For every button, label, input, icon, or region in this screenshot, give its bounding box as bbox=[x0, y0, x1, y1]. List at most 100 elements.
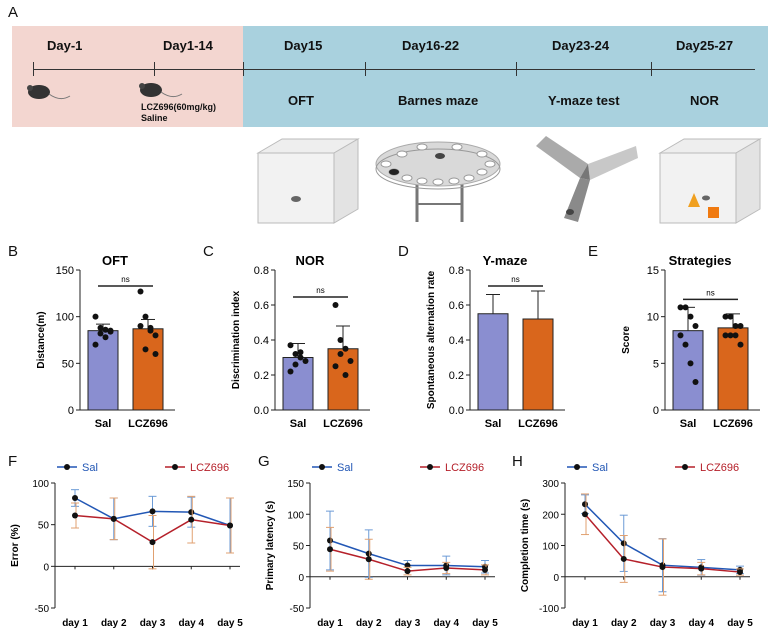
panel-label-e: E bbox=[588, 243, 599, 260]
tick bbox=[154, 62, 155, 76]
data-point bbox=[92, 341, 99, 348]
y-tick-label: -100 bbox=[539, 604, 559, 615]
y-axis-label: Discrimination index bbox=[231, 290, 242, 389]
data-point bbox=[347, 358, 354, 364]
data-point bbox=[692, 323, 699, 329]
data-point bbox=[102, 326, 109, 333]
data-point bbox=[659, 564, 666, 571]
y-maze-icon bbox=[536, 136, 638, 222]
chart-title: NOR bbox=[296, 253, 326, 268]
x-tick-label: day 5 bbox=[727, 618, 753, 629]
significance-label: ns bbox=[511, 275, 519, 284]
x-tick-label: Sal bbox=[680, 418, 697, 430]
mouse-icon bbox=[139, 83, 183, 98]
data-point bbox=[92, 313, 99, 320]
timeline-pre-bg bbox=[12, 26, 243, 127]
chart-nor: NOR Discrimination index 0.0 0.2 0.4 0.6 0.8 Sa… bbox=[231, 253, 370, 430]
data-point bbox=[188, 509, 195, 516]
y-tick-label: 0.2 bbox=[254, 370, 269, 382]
x-tick-label: day 3 bbox=[650, 618, 676, 629]
timeline-day-pre1: Day-1 bbox=[47, 38, 83, 53]
y-tick-label: -50 bbox=[290, 604, 305, 615]
panel-label-b: B bbox=[8, 243, 19, 260]
bar-lcz696 bbox=[717, 327, 749, 411]
data-point bbox=[97, 324, 104, 331]
bar-lcz696 bbox=[522, 318, 554, 411]
x-tick-label: day 3 bbox=[140, 618, 166, 629]
y-tick-label: 100 bbox=[56, 312, 74, 324]
y-axis-label: Completion time (s) bbox=[520, 499, 531, 592]
mouse-icon bbox=[27, 85, 71, 100]
data-point bbox=[97, 330, 104, 337]
bar-sal bbox=[672, 330, 704, 411]
y-tick-label: 0.2 bbox=[449, 370, 464, 382]
y-tick-label: 5 bbox=[653, 358, 659, 370]
data-point bbox=[297, 349, 304, 356]
legend-marker bbox=[574, 464, 580, 470]
bar-sal bbox=[87, 330, 119, 411]
data-point bbox=[227, 522, 233, 529]
legend-label: LCZ696 bbox=[190, 462, 229, 474]
chart-ymaze: Y-maze Spontaneous alternation rate 0.0 0.2… bbox=[426, 253, 565, 430]
panel-label-h: H bbox=[512, 453, 523, 470]
tick bbox=[243, 62, 244, 76]
y-axis-label: Spontaneous alternation rate bbox=[426, 270, 437, 409]
tick bbox=[651, 62, 652, 76]
x-tick-label: LCZ696 bbox=[518, 418, 558, 430]
x-tick-label: day 4 bbox=[433, 618, 459, 629]
tick bbox=[33, 62, 34, 76]
y-tick-label: 0.6 bbox=[254, 300, 269, 312]
data-point bbox=[687, 360, 694, 367]
chart-strategies: Strategies Score 0 5 10 15 Sal LCZ696 ns bbox=[621, 253, 760, 430]
significance-label: ns bbox=[121, 275, 129, 284]
x-tick-label: day 3 bbox=[395, 618, 421, 629]
data-point bbox=[737, 341, 744, 348]
x-tick-label: Sal bbox=[290, 418, 307, 430]
data-point bbox=[72, 495, 78, 501]
barnes-maze-icon bbox=[375, 141, 501, 222]
y-tick-label: 15 bbox=[647, 265, 659, 277]
y-axis-label: Error (%) bbox=[10, 524, 21, 567]
data-point bbox=[677, 332, 684, 339]
x-tick-label: day 2 bbox=[611, 618, 637, 629]
data-point bbox=[732, 323, 739, 329]
data-point bbox=[332, 363, 339, 370]
data-point bbox=[404, 568, 411, 575]
data-point bbox=[142, 313, 149, 320]
y-tick-label: 100 bbox=[542, 542, 559, 553]
x-tick-label: day 5 bbox=[217, 618, 243, 629]
y-tick-label: 0.8 bbox=[254, 265, 269, 277]
timeline-day-ymaze: Day23-24 bbox=[552, 38, 610, 53]
data-point bbox=[682, 304, 689, 311]
legend-marker bbox=[64, 464, 70, 470]
data-point bbox=[137, 288, 144, 295]
data-point bbox=[727, 313, 734, 320]
timeline-test-bg bbox=[243, 26, 768, 127]
legend-label: LCZ696 bbox=[700, 462, 739, 474]
y-axis-label: Primary latency (s) bbox=[265, 501, 276, 591]
legend-label: LCZ696 bbox=[445, 462, 484, 474]
chart-oft: OFT Distance(m) 0 50 100 150 Sal LCZ696 ns bbox=[36, 253, 175, 430]
x-tick-label: LCZ696 bbox=[323, 418, 363, 430]
panel-label-d: D bbox=[398, 243, 409, 260]
data-point bbox=[147, 324, 154, 331]
y-tick-label: 0.4 bbox=[254, 335, 269, 347]
chart-title: Y-maze bbox=[483, 253, 528, 268]
x-tick-label: day 2 bbox=[356, 618, 382, 629]
legend-marker bbox=[319, 464, 325, 470]
tick bbox=[516, 62, 517, 76]
x-tick-label: day 2 bbox=[101, 618, 127, 629]
y-tick-label: 150 bbox=[56, 265, 74, 277]
panel-label-c: C bbox=[203, 243, 214, 260]
significance-label: ns bbox=[706, 288, 714, 297]
chart-title: Strategies bbox=[669, 253, 732, 268]
nor-box-icon bbox=[658, 138, 762, 224]
data-point bbox=[682, 341, 689, 348]
data-point bbox=[342, 372, 349, 378]
chart-completion-time: -100 0 100 200 300 day 1 day 2 day 3 day 4 day 5 C… bbox=[520, 462, 753, 629]
timeline-test-oft: OFT bbox=[288, 93, 314, 108]
y-tick-label: 0 bbox=[68, 405, 74, 417]
y-tick-label: 0 bbox=[43, 562, 49, 573]
data-point bbox=[152, 351, 159, 357]
timeline-day-barnes: Day16-22 bbox=[402, 38, 460, 53]
